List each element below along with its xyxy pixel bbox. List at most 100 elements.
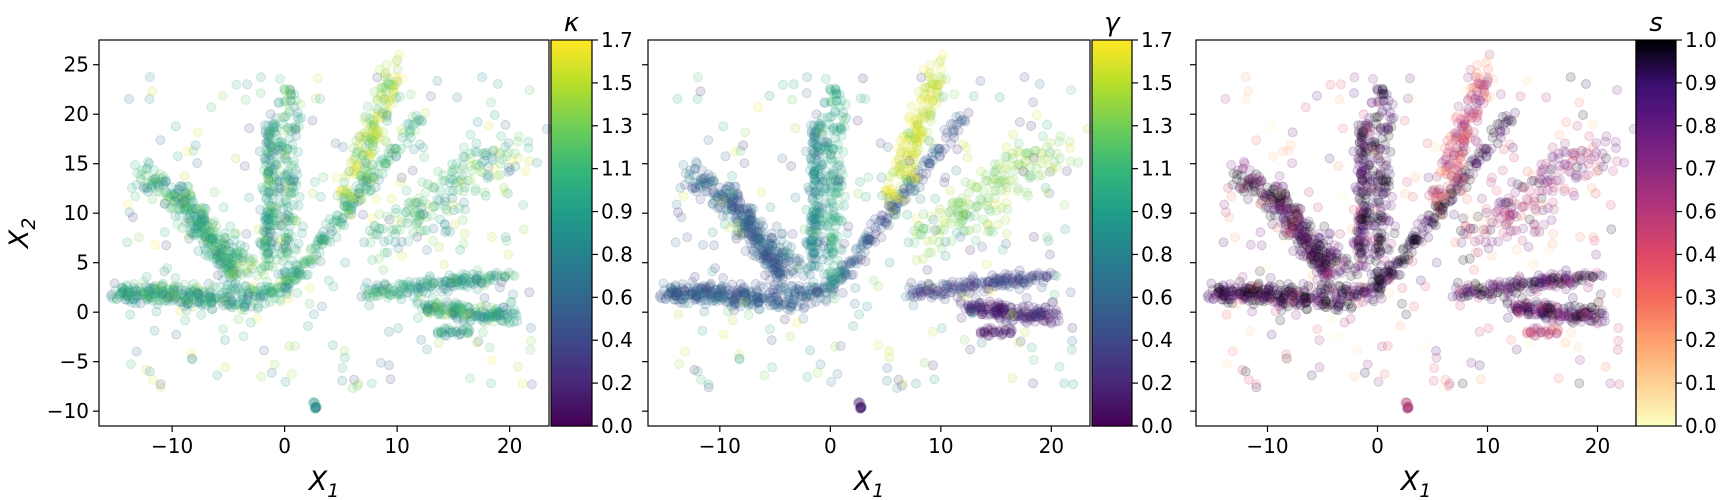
scatter-point [327, 226, 338, 237]
scatter-point [205, 297, 216, 308]
scatter-point [425, 91, 436, 102]
scatter-point [289, 275, 300, 286]
scatter-point [963, 187, 974, 198]
scatter-point [282, 284, 293, 294]
colorbar-tick-label: 1.3 [601, 114, 633, 138]
scatter-point [153, 288, 164, 299]
scatter-point [164, 285, 175, 295]
scatter-point [162, 284, 173, 295]
scatter-point [237, 294, 248, 305]
scatter-point [136, 289, 146, 300]
scatter-point [307, 188, 318, 199]
scatter-point [1007, 148, 1018, 159]
scatter-point [330, 215, 341, 226]
scatter-point [940, 236, 951, 247]
scatter-point [157, 280, 168, 291]
scatter-point [122, 287, 133, 298]
scatter-point [433, 337, 444, 348]
scatter-point [344, 210, 355, 221]
scatter-point [731, 233, 742, 244]
scatter-point [419, 152, 430, 163]
scatter-point [921, 168, 932, 179]
x-axis-ticks: −10 0 10 20 [699, 426, 1064, 458]
scatter-point [273, 281, 284, 292]
scatter-point [185, 290, 196, 301]
scatter-point [170, 272, 181, 283]
scatter-point [518, 200, 529, 210]
scatter-point [152, 285, 163, 296]
scatter-point [318, 234, 329, 245]
scatter-point [684, 174, 695, 185]
scatter-point [414, 114, 424, 125]
scatter-point [266, 244, 277, 255]
scatter-point [150, 239, 161, 250]
scatter-point [839, 238, 850, 249]
scatter-point [411, 117, 421, 128]
scatter-point [810, 227, 821, 238]
scatter-point [369, 165, 380, 176]
scatter-point [384, 360, 395, 371]
scatter-point [393, 146, 404, 157]
scatter-point [448, 199, 459, 210]
scatter-point [208, 281, 219, 291]
scatter-point [225, 288, 236, 299]
scatter-point [777, 153, 788, 164]
scatter-point [251, 291, 262, 302]
scatter-point [451, 327, 462, 338]
y-tick-label: −5 [60, 350, 89, 374]
scatter-point [1026, 342, 1037, 353]
scatter-point [923, 236, 934, 247]
scatter-point [307, 252, 317, 263]
scatter-point [448, 185, 459, 196]
scatter-point [315, 230, 326, 241]
scatter-point [1049, 289, 1060, 300]
scatter-point [364, 300, 375, 311]
scatter-point [141, 294, 152, 305]
scatter-point [788, 79, 799, 90]
scatter-point [322, 235, 333, 246]
scatter-point [278, 119, 289, 130]
scatter-point [434, 241, 445, 252]
scatter-point [233, 282, 244, 293]
scatter-point [1019, 72, 1030, 83]
scatter-point [335, 217, 346, 228]
scatter-point [396, 172, 407, 183]
scatter-point [916, 125, 927, 136]
scatter-point [304, 255, 315, 265]
scatter-point [261, 281, 271, 292]
scatter-point [260, 235, 270, 246]
scatter-point [293, 269, 304, 280]
scatter-point [840, 99, 851, 110]
scatter-point [264, 214, 275, 225]
scatter-point [786, 161, 797, 171]
scatter-point [975, 75, 986, 86]
scatter-point [756, 244, 767, 255]
scatter-point [151, 306, 162, 317]
scatter-point [385, 143, 396, 154]
scatter-point [940, 250, 951, 261]
scatter-point [256, 371, 267, 382]
scatter-point [232, 297, 243, 308]
scatter-point [366, 378, 377, 389]
scatter-point [727, 171, 737, 181]
scatter-point [328, 217, 339, 228]
scatter-point [288, 160, 299, 171]
scatter-point [261, 285, 272, 296]
scatter-point [945, 185, 955, 196]
scatter-point [919, 357, 930, 368]
scatter-point [263, 247, 274, 258]
scatter-point [289, 270, 300, 281]
scatter-point [805, 245, 815, 256]
scatter-point [471, 138, 482, 149]
scatter-point [235, 289, 246, 299]
scatter-point [753, 102, 764, 113]
scatter-point [142, 293, 153, 304]
scatter-point [509, 271, 520, 281]
scatter-point [258, 235, 269, 246]
scatter-point [273, 97, 284, 108]
scatter-point [479, 292, 490, 303]
scatter-point [821, 220, 832, 231]
scatter-point [166, 291, 177, 302]
scatter-point [244, 123, 255, 134]
